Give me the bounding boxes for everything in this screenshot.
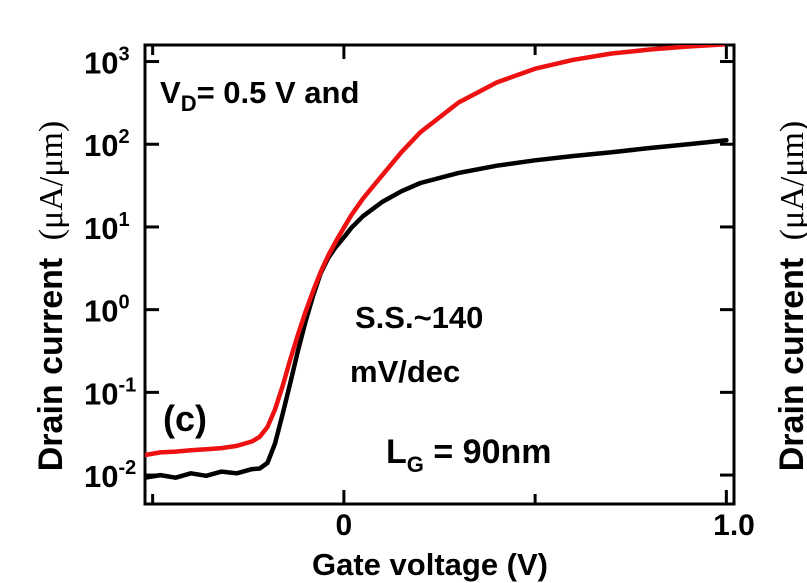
right-y-axis-title-text: Drain current [773,258,807,472]
drain-voltage-annotation: VD= 0.5 V and [160,75,359,116]
y-tick-label: 10-2 [84,457,136,494]
y-tick-label: 102 [84,126,130,163]
right-y-axis-title-unit: (μA/μm) [774,121,807,241]
y-axis-title: Drain current (μA/μm) [32,121,70,472]
lg-subscript: G [407,452,424,477]
x-tick-label: 0 [336,509,353,542]
y-tick-label-exponent: 2 [118,126,129,148]
subthreshold-swing-unit: mV/dec [350,354,460,389]
y-tick-label-base: 10 [84,211,118,246]
y-tick-label: 103 [84,44,130,81]
y-tick-label-exponent: 0 [118,292,129,314]
y-tick-label-exponent: 1 [118,209,129,231]
y-tick-label-base: 10 [84,46,118,81]
y-axis-title-unit: (μA/μm) [33,121,70,241]
y-tick-label-exponent: -1 [118,374,136,396]
y-tick-label: 100 [84,292,130,329]
vd-value: = 0.5 V and [197,75,360,110]
y-tick-label-exponent: -2 [118,457,136,479]
y-tick-label-exponent: 3 [118,44,129,66]
y-tick-label: 101 [84,209,130,246]
y-tick-label-base: 10 [84,376,118,411]
subthreshold-swing-annotation: S.S.~140 [355,300,483,335]
right-y-axis-title: Drain current (μA/μm) [773,121,807,472]
gate-length-annotation: LG = 90nm [386,433,551,477]
y-tick-label: 10-1 [84,374,136,411]
vd-symbol: V [160,75,181,110]
x-tick-label: 1.0 [713,509,755,542]
lg-value: = 90nm [424,433,552,471]
vd-subscript: D [181,91,197,116]
lg-symbol: L [386,433,407,471]
y-tick-label-base: 10 [84,294,118,329]
y-tick-label-base: 10 [84,128,118,163]
y-axis-title-text: Drain current [32,258,70,472]
x-axis-title: Gate voltage (V) [312,547,548,582]
y-tick-label-base: 10 [84,459,118,494]
panel-label: (c) [163,398,207,439]
x-tick-labels: 0 1.0 [336,509,755,542]
